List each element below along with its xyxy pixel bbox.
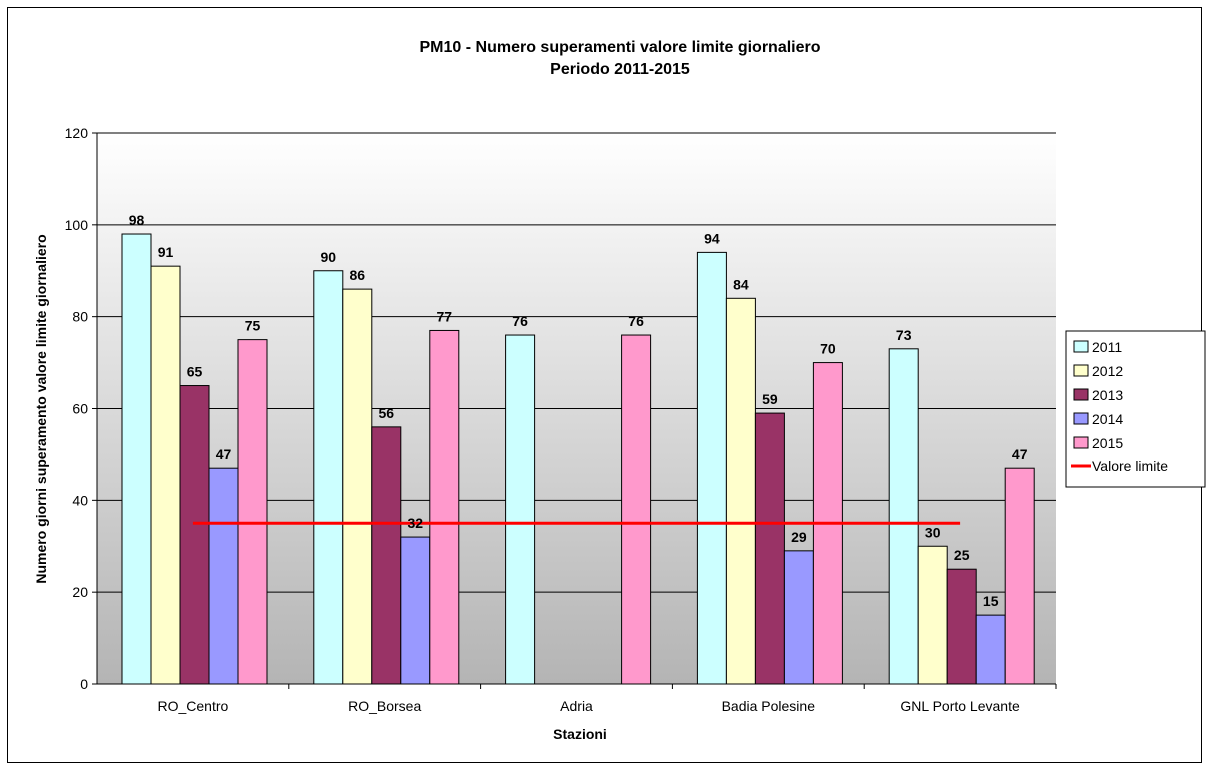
bar (313, 270, 344, 685)
bar (505, 334, 536, 685)
y-tick-label: 20 (72, 584, 88, 600)
bar (696, 251, 727, 685)
x-tick-label: Badia Polesine (722, 698, 816, 714)
legend-label: 2014 (1092, 411, 1123, 427)
data-label: 94 (704, 230, 720, 246)
y-tick-label: 120 (65, 125, 89, 141)
bar (946, 568, 977, 685)
legend-swatch (1073, 388, 1089, 401)
bar (121, 233, 152, 685)
data-label: 75 (245, 318, 261, 334)
x-tick-label: Adria (560, 698, 593, 714)
bar (975, 614, 1006, 685)
legend-swatch (1073, 436, 1089, 449)
data-label: 47 (216, 446, 232, 462)
y-tick-label: 60 (72, 401, 88, 417)
data-label: 32 (408, 515, 424, 531)
legend-swatch (1073, 412, 1089, 425)
data-label: 77 (437, 308, 453, 324)
legend-label: 2015 (1092, 435, 1123, 451)
data-label: 86 (350, 267, 366, 283)
y-tick-label: 80 (72, 309, 88, 325)
x-tick-label: RO_Centro (157, 698, 228, 714)
bar (208, 467, 239, 685)
bar (400, 536, 431, 685)
x-tick-label: RO_Borsea (348, 698, 421, 714)
legend-box (1065, 330, 1206, 488)
axes: 0 20 40 60 80 100 120 RO_Centro RO_Borsea Adria Ba… (65, 125, 1057, 714)
bar (725, 297, 756, 685)
y-axis-title: Numero giorni superamento valore limite … (33, 234, 49, 583)
data-label: 84 (733, 276, 749, 292)
data-labels: 98 91 65 47 75 90 86 56 32 77 76 76 94 84 59 29 70 73 30 25… (129, 212, 1028, 609)
bars (121, 233, 1035, 685)
bar (429, 329, 460, 685)
legend-label: 2013 (1092, 387, 1123, 403)
bar (179, 385, 210, 685)
legend-swatch (1073, 364, 1089, 377)
data-label: 73 (896, 327, 912, 343)
data-label: 47 (1012, 446, 1028, 462)
data-label: 56 (379, 405, 395, 421)
legend-label: 2012 (1092, 363, 1123, 379)
bar (888, 348, 919, 685)
legend: 2011 2012 2013 2014 2015 Valore limite (1065, 330, 1206, 488)
chart-subtitle: Periodo 2011-2015 (550, 61, 690, 78)
chart-title: PM10 - Numero superamenti valore limite … (420, 39, 821, 56)
bar (621, 334, 652, 685)
bar (150, 265, 181, 685)
bar (371, 426, 402, 685)
y-tick-label: 100 (65, 217, 89, 233)
data-label: 76 (512, 313, 528, 329)
bar (754, 412, 785, 685)
data-label: 91 (158, 244, 174, 260)
bar (342, 288, 373, 685)
x-axis-title: Stazioni (553, 726, 607, 742)
legend-swatch (1073, 340, 1089, 353)
x-tick-label: GNL Porto Levante (900, 698, 1020, 714)
data-label: 90 (321, 249, 337, 265)
y-tick-label: 40 (72, 492, 88, 508)
data-label: 98 (129, 212, 145, 228)
bar (917, 545, 948, 685)
bar (237, 339, 268, 685)
legend-label: Valore limite (1092, 458, 1168, 474)
data-label: 65 (187, 364, 203, 380)
bar (783, 550, 814, 685)
data-label: 25 (954, 547, 970, 563)
y-tick-label: 0 (80, 676, 88, 692)
data-label: 76 (628, 313, 644, 329)
bar (1004, 467, 1035, 685)
legend-label: 2011 (1092, 339, 1122, 355)
data-label: 30 (925, 524, 941, 540)
data-label: 29 (791, 529, 807, 545)
data-label: 15 (983, 593, 999, 609)
data-label: 59 (762, 391, 778, 407)
data-label: 70 (820, 341, 836, 357)
